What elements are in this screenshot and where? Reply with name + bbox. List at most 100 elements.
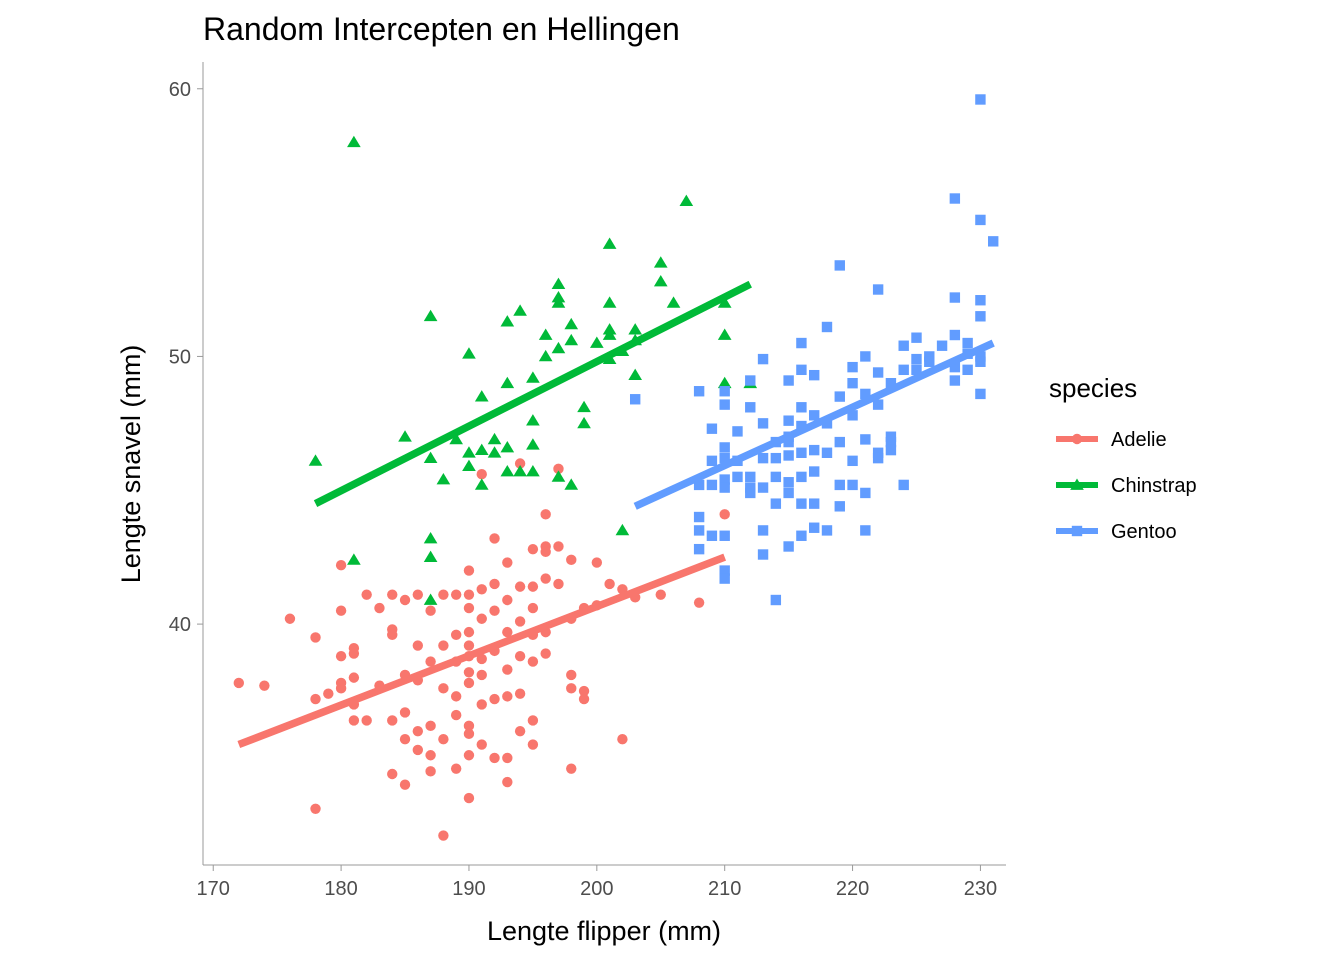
data-point — [706, 479, 718, 491]
data-point — [487, 432, 502, 445]
data-point — [924, 356, 935, 367]
data-point — [425, 750, 436, 761]
data-point — [834, 479, 845, 491]
x-axis-ticks: 170 180 190 200 210 220 230 — [197, 865, 997, 900]
data-point — [527, 656, 539, 667]
data-point — [847, 361, 858, 373]
data-point — [540, 546, 551, 558]
data-point — [602, 328, 617, 340]
data-point — [553, 541, 564, 552]
data-point — [911, 332, 922, 343]
data-point — [655, 589, 666, 600]
data-point — [783, 541, 794, 552]
data-point — [975, 94, 986, 105]
data-point — [809, 410, 820, 421]
data-point — [872, 367, 884, 378]
data-point — [834, 501, 845, 512]
data-point — [476, 739, 487, 750]
data-point — [463, 750, 475, 761]
data-point — [693, 597, 705, 608]
data-point — [502, 691, 513, 702]
chart-title: Random Intercepten en Hellingen — [203, 11, 680, 47]
data-point — [706, 455, 718, 467]
data-point — [602, 237, 617, 249]
data-point — [514, 651, 526, 662]
fit-line-adelie — [237, 553, 727, 749]
legend-key-marker — [1071, 433, 1083, 445]
data-point — [872, 399, 884, 410]
data-point — [566, 669, 577, 681]
data-point — [770, 594, 782, 606]
y-tick-label: 60 — [169, 79, 191, 101]
data-point — [566, 683, 577, 694]
x-tick-label: 210 — [708, 878, 741, 900]
data-point — [538, 349, 553, 362]
data-point — [834, 436, 845, 448]
data-point — [693, 525, 705, 536]
legend-label: Chinstrap — [1111, 475, 1197, 497]
data-point — [553, 463, 564, 475]
data-point — [387, 715, 398, 726]
data-point — [489, 752, 500, 764]
data-point — [757, 482, 769, 493]
plot-area: 170 180 190 200 210 220 230 40 50 60 — [169, 62, 1006, 900]
x-tick-label: 230 — [964, 878, 997, 900]
data-point — [527, 602, 539, 614]
data-point — [796, 530, 807, 541]
data-point — [259, 680, 270, 691]
data-point — [474, 390, 489, 402]
data-point — [361, 715, 372, 726]
data-point — [717, 296, 732, 308]
data-point — [809, 466, 820, 477]
data-point — [526, 438, 540, 450]
data-point — [476, 613, 487, 624]
data-point — [540, 509, 551, 520]
x-tick-label: 180 — [324, 878, 357, 900]
data-point — [885, 436, 897, 448]
data-point — [566, 763, 577, 774]
data-point — [860, 351, 871, 362]
data-point — [374, 602, 385, 614]
data-point — [310, 693, 321, 705]
data-point — [502, 664, 513, 675]
data-point — [538, 328, 553, 340]
data-point — [387, 589, 398, 600]
data-point — [783, 436, 794, 448]
data-point — [566, 554, 577, 566]
data-point — [770, 498, 782, 509]
data-point — [796, 402, 807, 413]
data-point — [809, 522, 820, 533]
data-point — [476, 653, 487, 665]
data-point — [809, 369, 820, 381]
data-point — [975, 311, 986, 322]
data-point — [348, 715, 360, 726]
data-point — [796, 337, 807, 349]
data-point — [590, 336, 604, 348]
data-point — [628, 323, 643, 335]
data-point — [476, 669, 487, 681]
data-point — [551, 277, 566, 290]
data-point — [502, 626, 513, 638]
data-point — [706, 423, 718, 434]
data-point — [463, 667, 475, 678]
data-point — [463, 728, 475, 740]
data-point — [975, 388, 986, 400]
data-point — [463, 589, 475, 600]
data-point — [757, 452, 769, 464]
data-point — [398, 430, 412, 442]
data-point — [540, 573, 551, 584]
data-point — [423, 550, 438, 563]
data-point — [719, 509, 730, 520]
data-point — [693, 479, 705, 491]
data-point — [450, 709, 462, 721]
data-point — [425, 766, 436, 777]
data-point — [347, 553, 361, 565]
data-point — [770, 471, 782, 483]
data-point — [502, 776, 513, 788]
data-point — [423, 309, 438, 322]
data-point — [975, 295, 986, 306]
data-point — [834, 391, 845, 402]
data-point — [423, 451, 438, 464]
data-point — [757, 418, 769, 429]
data-point — [949, 375, 961, 386]
